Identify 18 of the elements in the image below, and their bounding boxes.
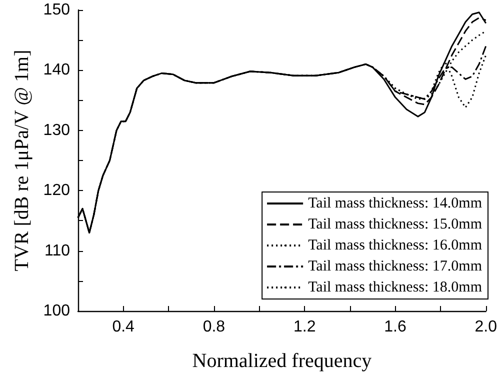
y-axis-title: TVR [dB re 1μPa/V @ 1m] <box>11 50 33 272</box>
x-tick-label: 0.8 <box>202 318 226 336</box>
y-tick-label: 120 <box>43 182 70 200</box>
x-tick-label: 0.4 <box>112 318 135 336</box>
x-tick-label: 2.0 <box>474 318 498 336</box>
x-tick-label: 1.2 <box>293 318 316 336</box>
y-tick-label: 150 <box>43 2 70 18</box>
legend-label: Tail mass thickness: 14.0mm <box>308 196 482 212</box>
legend-label: Tail mass thickness: 15.0mm <box>308 216 482 232</box>
y-tick-label: 100 <box>43 302 70 320</box>
x-tick-label: 1.6 <box>384 318 406 336</box>
legend-label: Tail mass thickness: 18.0mm <box>308 280 482 296</box>
x-axis-title: Normalized frequency <box>192 350 372 372</box>
legend-label: Tail mass thickness: 16.0mm <box>308 238 482 254</box>
y-tick-label: 110 <box>44 242 70 260</box>
legend-label: Tail mass thickness: 17.0mm <box>308 258 482 274</box>
y-tick-label: 130 <box>43 122 70 139</box>
y-tick-label: 140 <box>43 62 70 79</box>
